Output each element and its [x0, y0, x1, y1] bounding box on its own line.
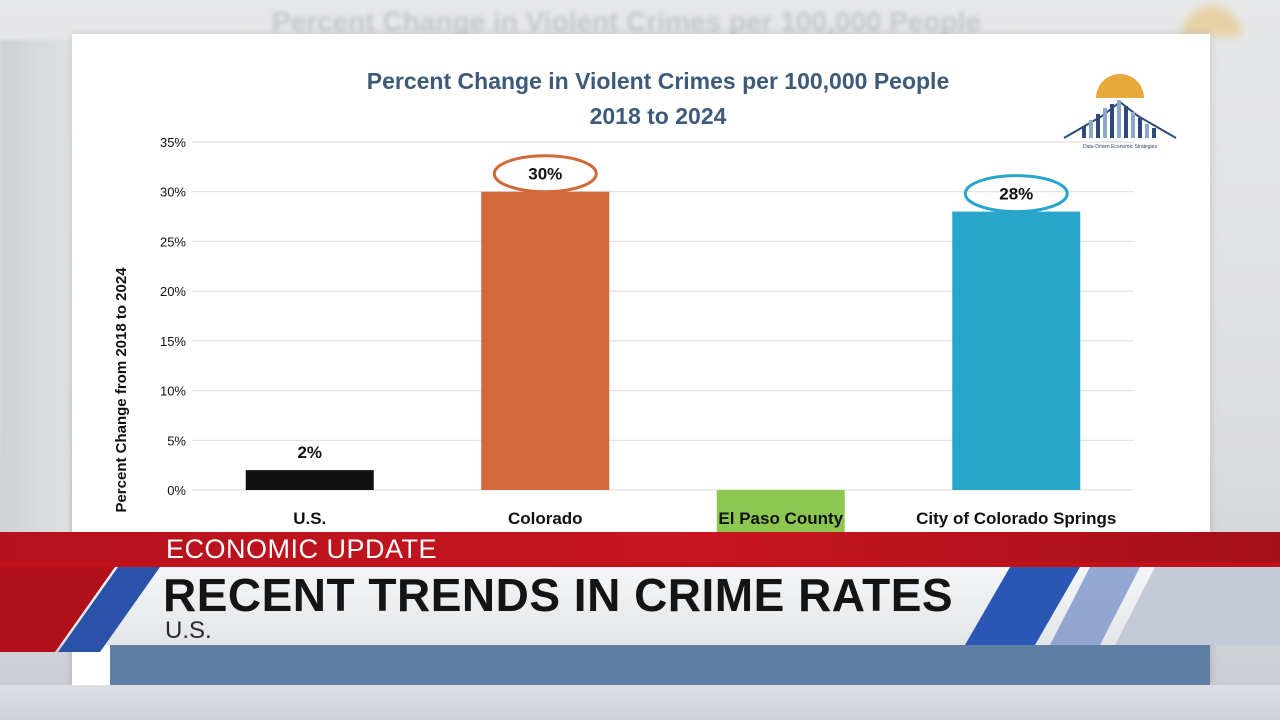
y-tick-label: 30%: [160, 185, 186, 200]
bottom-strip: [0, 685, 1280, 720]
headline-text: RECENT TRENDS IN CRIME RATES: [163, 569, 954, 621]
left-swoosh-graphic: [0, 567, 160, 652]
y-tick-label: 35%: [160, 135, 186, 150]
bar-u-s-: [245, 470, 374, 490]
company-logo: Data-Driven Economic Strategies: [1062, 66, 1178, 152]
x-tick-label: U.S.: [293, 509, 326, 528]
y-tick-label: 15%: [160, 334, 186, 349]
background-left-strip: [0, 40, 70, 540]
blue-ticker-bar: [110, 645, 1210, 685]
topic-bar: ECONOMIC UPDATE: [0, 532, 1280, 564]
y-tick-label: 5%: [167, 433, 186, 448]
bar-colorado: [481, 191, 610, 490]
background-ghost-logo: [1182, 6, 1242, 36]
data-label: 28%: [999, 185, 1033, 204]
red-stripe: [0, 562, 1280, 567]
y-tick-label: 10%: [160, 384, 186, 399]
x-tick-label: El Paso County: [718, 509, 843, 528]
chart-title-line1: Percent Change in Violent Crimes per 100…: [367, 68, 949, 94]
y-tick-label: 25%: [160, 234, 186, 249]
y-axis-label: Percent Change from 2018 to 2024: [113, 267, 130, 513]
subline-text: U.S.: [165, 617, 212, 644]
y-tick-label: 0%: [167, 483, 186, 498]
right-swoosh-graphic: [965, 567, 1280, 645]
data-label: 2%: [297, 443, 322, 462]
background-ghost-title: Percent Change in Violent Crimes per 100…: [272, 6, 982, 37]
data-label-circle: [963, 174, 1069, 214]
news-lower-third: ECONOMIC UPDATE RECENT TRENDS IN CRIME R…: [0, 532, 1280, 720]
skyline-sunrise-icon: [1063, 74, 1177, 139]
bar-city-of-colorado-springs: [952, 211, 1081, 490]
data-label: 30%: [528, 165, 562, 184]
topic-label: ECONOMIC UPDATE: [166, 534, 438, 564]
chart-title-line2: 2018 to 2024: [590, 103, 727, 129]
x-tick-label: City of Colorado Springs: [916, 509, 1116, 528]
y-tick-label: 20%: [160, 284, 186, 299]
logo-caption: Data-Driven Economic Strategies: [1083, 144, 1157, 150]
x-tick-label: Colorado: [508, 509, 583, 528]
data-label-circle: [492, 154, 598, 194]
